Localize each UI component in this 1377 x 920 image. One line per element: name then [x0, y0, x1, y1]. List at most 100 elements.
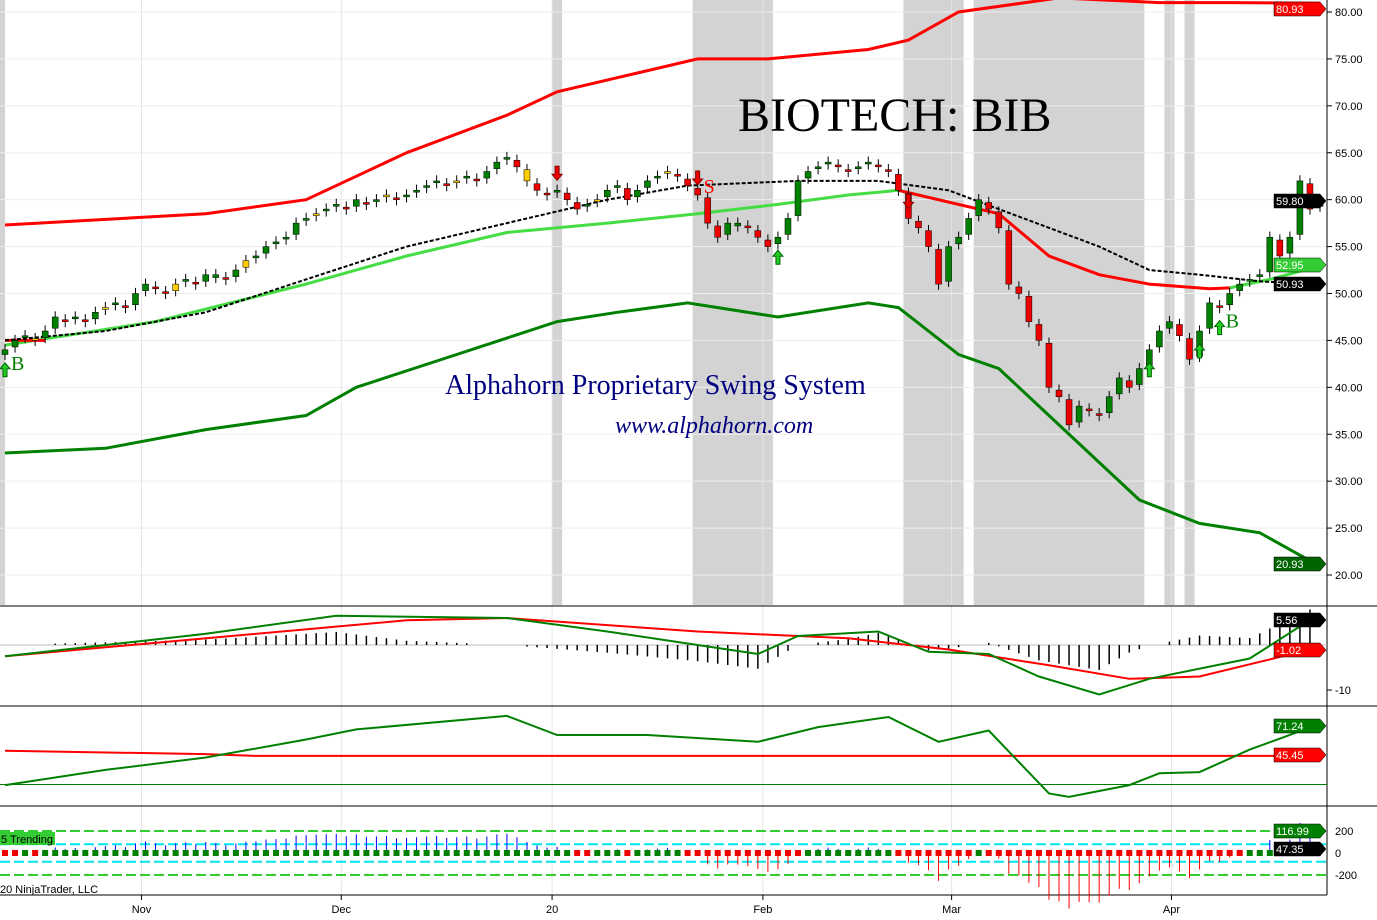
last-oscillator-red-bg	[1273, 747, 1327, 763]
trend-marker	[1045, 850, 1052, 856]
trend-marker	[784, 850, 791, 856]
shaded-region	[903, 0, 964, 605]
last-oscillator-green: 71.24	[1276, 721, 1304, 733]
trend-marker	[172, 850, 179, 856]
trend-marker	[373, 850, 380, 856]
candle	[1015, 286, 1023, 294]
trend-marker	[1156, 850, 1163, 856]
y-tick-label: 75.00	[1335, 54, 1363, 66]
y-tick-label: 55.00	[1335, 242, 1363, 254]
y-tick-label: 45.00	[1335, 335, 1363, 347]
candle	[1226, 293, 1233, 306]
candle	[152, 286, 159, 290]
y-tick-label: 40.00	[1335, 382, 1363, 394]
candle	[192, 281, 199, 285]
candle	[222, 277, 230, 280]
last-upper-band: 80.93	[1276, 4, 1304, 16]
candle	[1256, 274, 1264, 277]
candle	[1216, 305, 1223, 308]
candle	[292, 222, 300, 235]
y-tick-label: -10	[1335, 685, 1351, 697]
macd-line	[4, 614, 1311, 696]
shaded-region	[1184, 0, 1195, 605]
trend-marker	[403, 850, 410, 856]
y-tick-label: 35.00	[1335, 429, 1363, 441]
candle	[644, 180, 651, 188]
candle	[393, 197, 400, 200]
candle	[965, 218, 972, 235]
fast-ma-bearish	[898, 188, 1230, 291]
candle	[403, 194, 410, 198]
trend-marker	[1176, 850, 1183, 856]
candle	[563, 192, 571, 200]
trend-marker	[1136, 850, 1143, 856]
candle	[875, 164, 882, 168]
trend-marker	[1166, 850, 1173, 856]
trend-marker	[313, 850, 320, 856]
up-arrow-icon	[0, 362, 12, 378]
trend-marker	[795, 850, 802, 856]
shaded-region	[973, 0, 1145, 605]
trend-marker	[975, 850, 982, 856]
down-arrow-icon	[551, 165, 564, 182]
website-annotation: www.alphahorn.com	[615, 413, 814, 439]
candle	[1156, 330, 1163, 348]
trend-marker	[112, 850, 119, 856]
trend-marker	[1035, 850, 1042, 856]
trend-marker	[875, 850, 882, 856]
trend-marker	[393, 850, 400, 856]
candle	[82, 319, 89, 322]
trend-marker	[232, 850, 239, 856]
candle	[51, 316, 59, 329]
trend-marker	[955, 850, 962, 856]
trend-marker	[353, 850, 360, 856]
candle	[1176, 324, 1183, 336]
slow-ma	[4, 179, 1321, 342]
trend-marker	[855, 850, 862, 856]
copyright-text: 20 NinjaTrader, LLC	[0, 884, 98, 896]
trend-marker	[503, 850, 510, 856]
y-tick-label: 20.00	[1335, 570, 1363, 582]
candle	[483, 171, 491, 179]
last-price: 59.80	[1276, 196, 1304, 208]
trend-marker	[965, 850, 972, 856]
candle	[21, 335, 29, 338]
trend-marker	[584, 850, 591, 856]
last-lower-band-bg	[1273, 556, 1327, 572]
trend-marker	[363, 850, 370, 856]
last-price-bg	[1273, 193, 1327, 209]
candle	[854, 166, 862, 169]
trend-marker	[764, 850, 771, 856]
trend-marker	[1186, 850, 1193, 856]
x-tick-label: 20	[546, 904, 558, 916]
trend-marker	[323, 850, 330, 856]
trend-marker	[774, 850, 781, 856]
trend-marker	[483, 850, 490, 856]
last-fast-ma: 52.95	[1276, 260, 1304, 272]
candle	[282, 236, 290, 240]
candle	[995, 211, 1003, 229]
x-tick-label: Nov	[132, 904, 152, 916]
candle	[1126, 380, 1133, 388]
shaded-region	[0, 0, 5, 605]
trend-marker	[152, 850, 159, 856]
candle	[925, 230, 932, 247]
last-trend-black: 47.35	[1276, 844, 1304, 856]
candle	[694, 188, 701, 196]
candle	[1075, 405, 1083, 423]
trend-marker	[694, 850, 701, 856]
candle	[804, 171, 812, 179]
candle	[383, 194, 390, 198]
up-arrow-icon	[1193, 343, 1206, 359]
candle	[523, 169, 531, 182]
candle	[433, 180, 440, 184]
trend-marker	[564, 850, 571, 856]
y-tick-label: 0	[1335, 848, 1341, 860]
up-arrow-icon	[1213, 319, 1226, 336]
candle	[1065, 399, 1073, 426]
candle	[92, 312, 99, 320]
trend-marker	[493, 850, 500, 856]
trend-marker	[513, 850, 520, 856]
